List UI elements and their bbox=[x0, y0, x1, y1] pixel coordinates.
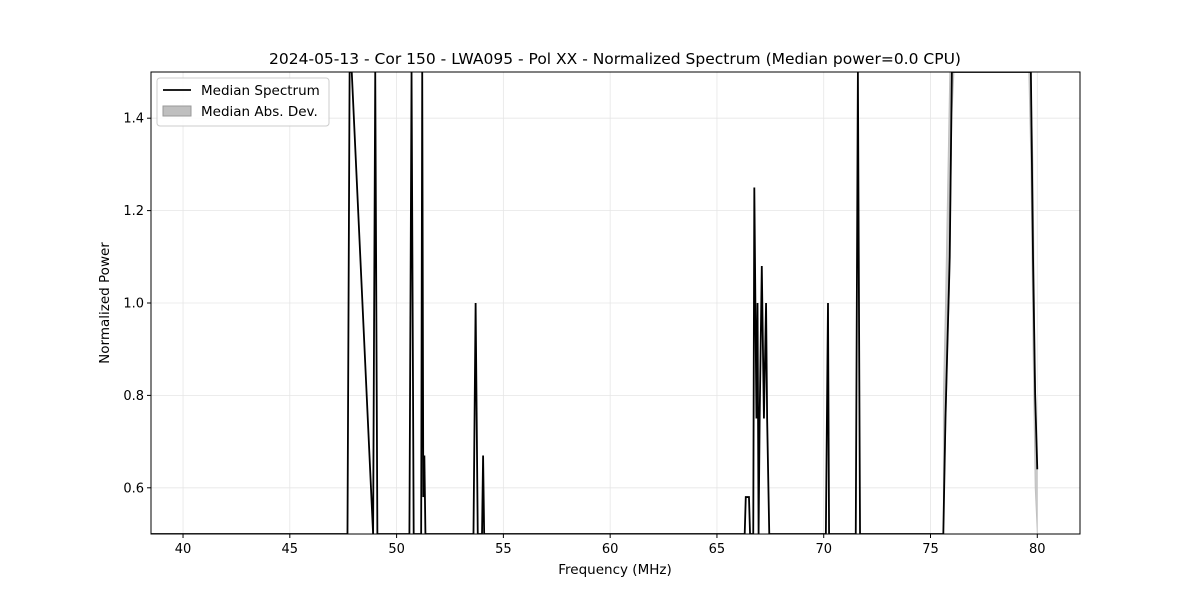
y-tick-label: 0.8 bbox=[123, 389, 144, 404]
y-tick-label: 1.2 bbox=[123, 204, 144, 219]
x-tick-label: 70 bbox=[815, 542, 832, 557]
x-tick-label: 80 bbox=[1029, 542, 1046, 557]
legend: Median Spectrum Median Abs. Dev. bbox=[156, 77, 330, 127]
median-spectrum-line bbox=[151, 72, 1039, 534]
y-tick-label: 1.4 bbox=[123, 112, 144, 127]
x-tick-label: 60 bbox=[602, 542, 619, 557]
data-layer bbox=[151, 72, 1039, 534]
legend-box bbox=[156, 77, 330, 127]
grid-lines bbox=[151, 72, 1080, 534]
y-tick-label: 0.6 bbox=[123, 481, 144, 496]
x-tick-label: 75 bbox=[922, 542, 939, 557]
x-tick-label: 50 bbox=[388, 542, 405, 557]
axis-ticks: 40 45 50 55 60 65 70 75 80 0.6 0.8 1.0 1.2 1.4 bbox=[123, 112, 1045, 557]
x-tick-label: 40 bbox=[175, 542, 192, 557]
y-axis-label: Normalized Power bbox=[97, 242, 113, 364]
x-tick-label: 55 bbox=[495, 542, 512, 557]
x-tick-label: 65 bbox=[709, 542, 726, 557]
legend-median-label: Median Spectrum bbox=[201, 83, 320, 99]
y-tick-label: 1.0 bbox=[123, 297, 144, 312]
legend-mad-label: Median Abs. Dev. bbox=[201, 104, 318, 120]
chart-title: 2024-05-13 - Cor 150 - LWA095 - Pol XX -… bbox=[269, 50, 961, 68]
legend-mad-swatch bbox=[162, 105, 192, 117]
x-axis-label: Frequency (MHz) bbox=[558, 562, 671, 578]
x-tick-label: 45 bbox=[282, 542, 299, 557]
